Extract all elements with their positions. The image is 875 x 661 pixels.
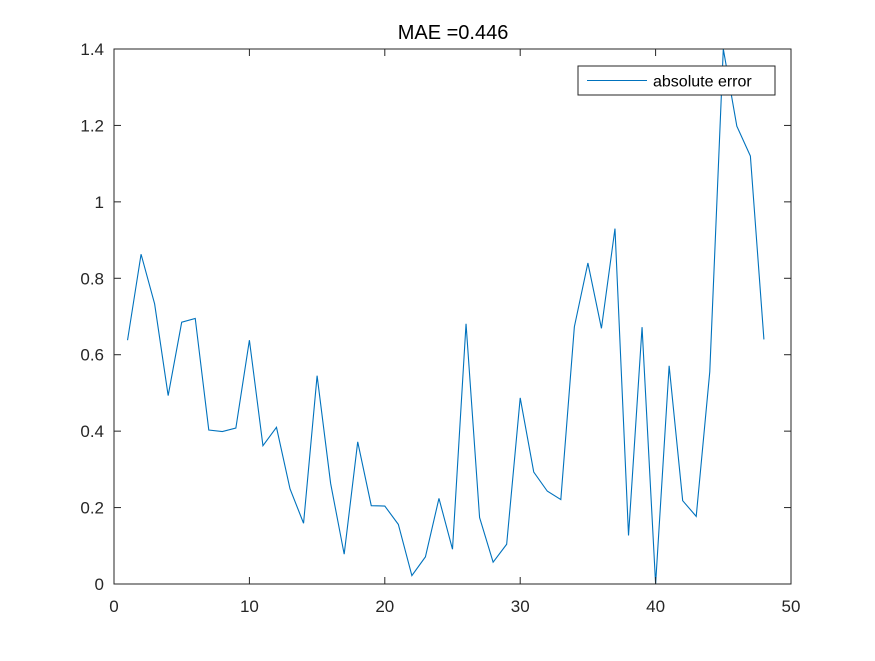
x-tick-label: 0	[109, 597, 118, 616]
y-tick-label: 1.2	[80, 116, 104, 135]
y-tick-label: 0.6	[80, 346, 104, 365]
x-tick-label: 20	[375, 597, 394, 616]
series-line-0	[126, 48, 765, 585]
x-tick-label: 50	[782, 597, 801, 616]
y-tick-label: 0	[95, 575, 104, 594]
legend: absolute error	[577, 65, 776, 96]
y-tick-label: 1	[95, 193, 104, 212]
y-tick-label: 0.2	[80, 499, 104, 518]
axes: 0 10 20 30 40 50 0 0.2 0.4 0.6 0.8 1 1.2 1.4	[80, 40, 800, 616]
y-tick-label: 1.4	[80, 40, 104, 59]
x-tick-label: 30	[511, 597, 530, 616]
plot-area	[114, 49, 791, 584]
x-tick-label: 40	[646, 597, 665, 616]
y-tick-label: 0.8	[80, 269, 104, 288]
series-lines	[126, 48, 765, 585]
x-tick-label: 10	[240, 597, 259, 616]
y-tick-label: 0.4	[80, 422, 104, 441]
axes-box	[113, 48, 792, 585]
chart-title: MAE =0.446	[398, 22, 509, 44]
legend-label: absolute error	[653, 74, 752, 91]
